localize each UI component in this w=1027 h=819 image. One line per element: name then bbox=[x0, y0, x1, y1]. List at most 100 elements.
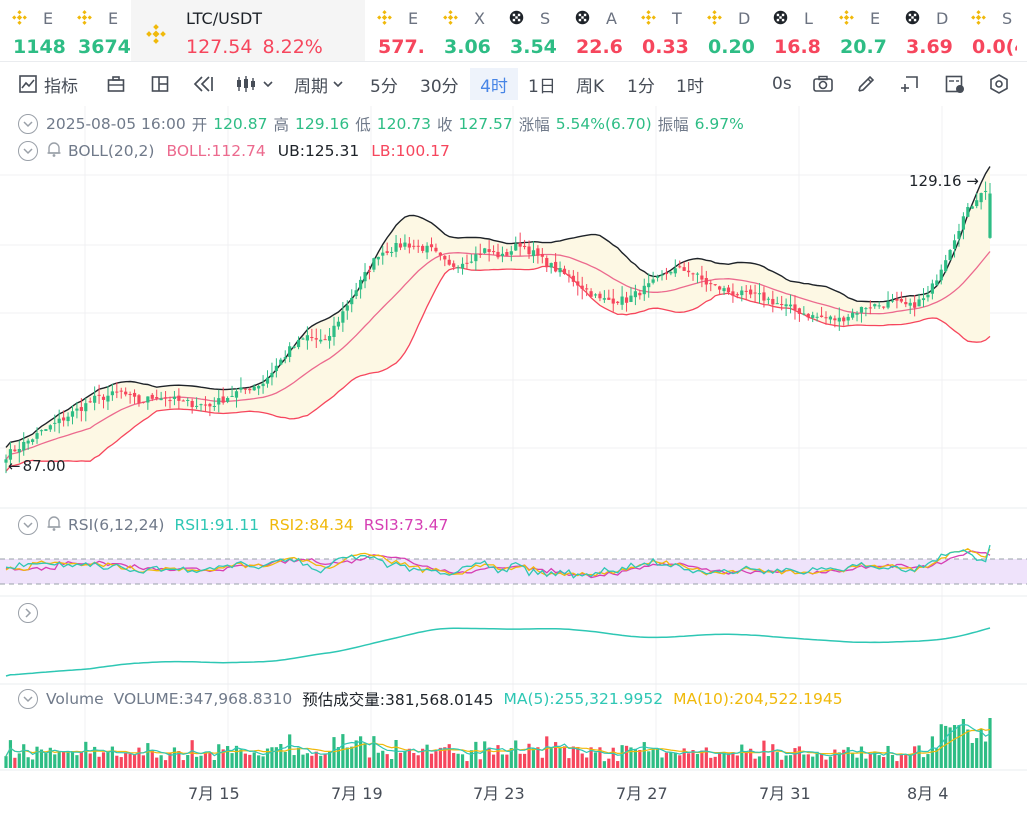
candle-body bbox=[416, 245, 420, 247]
candle-body bbox=[908, 302, 912, 306]
ticker-item[interactable]: E 1148 bbox=[0, 0, 65, 61]
ticker-item[interactable]: X 3.06 bbox=[431, 0, 497, 61]
candle-body bbox=[163, 397, 168, 399]
volume-bar bbox=[709, 757, 713, 768]
candle-body bbox=[819, 315, 824, 318]
ticker-item[interactable]: S 3.54 bbox=[497, 0, 563, 61]
calculator-button[interactable] bbox=[944, 68, 966, 100]
settings-button[interactable] bbox=[988, 68, 1010, 100]
bell-icon[interactable] bbox=[46, 140, 62, 162]
ticker-item[interactable]: T 0.33 bbox=[629, 0, 695, 61]
volume-bar bbox=[305, 753, 310, 768]
volume-bar bbox=[642, 742, 646, 768]
volume-bar bbox=[332, 737, 336, 768]
screenshot-button[interactable] bbox=[812, 68, 834, 100]
ticker-item[interactable]: E 577. bbox=[365, 0, 431, 61]
volume-bar bbox=[554, 742, 558, 768]
volume-bar bbox=[562, 746, 567, 768]
candle-body bbox=[443, 255, 447, 260]
volume-bar bbox=[119, 757, 123, 768]
volume-bar bbox=[731, 752, 735, 768]
candle-body bbox=[793, 304, 797, 310]
rsi1-label: RSI1:91.11 bbox=[174, 516, 260, 534]
volume-bar bbox=[323, 753, 327, 768]
layout-button[interactable] bbox=[150, 68, 170, 100]
volume-bar bbox=[26, 757, 30, 768]
draw-button[interactable] bbox=[856, 68, 876, 100]
volume-bar bbox=[336, 747, 341, 768]
candle-body bbox=[895, 298, 899, 301]
volume-bar bbox=[398, 752, 403, 768]
chart-style-dropdown[interactable] bbox=[234, 68, 274, 100]
interval-1h[interactable]: 1时 bbox=[676, 76, 704, 97]
volume-bar bbox=[212, 759, 216, 768]
ticker-item[interactable]: A 22.6 bbox=[563, 0, 629, 61]
interval-1m[interactable]: 1分 bbox=[627, 76, 655, 97]
ticker-item[interactable]: LTC/USDT 127.54 8.22% bbox=[131, 0, 365, 61]
ticker-item[interactable]: L 16.8 bbox=[761, 0, 827, 61]
collapse-button[interactable] bbox=[18, 141, 38, 161]
candle-body bbox=[744, 290, 748, 292]
expand-button[interactable] bbox=[18, 603, 38, 623]
rsi3-line bbox=[5, 550, 991, 579]
candle-body bbox=[221, 396, 225, 403]
candle-body bbox=[531, 250, 536, 257]
interval-30m[interactable]: 30分 bbox=[420, 76, 459, 97]
interval-5m[interactable]: 5分 bbox=[370, 76, 398, 97]
interval-4h[interactable]: 4时 bbox=[470, 68, 518, 100]
ticker-item[interactable]: D 0.20 bbox=[695, 0, 761, 61]
candle-body bbox=[8, 449, 13, 460]
volume-bar bbox=[571, 746, 575, 768]
candle-body bbox=[691, 273, 695, 275]
volume-bar bbox=[447, 744, 451, 768]
volume-bar bbox=[234, 745, 239, 768]
candle-body bbox=[593, 294, 598, 296]
volume-bar bbox=[265, 748, 270, 768]
ticker-item[interactable]: E 20.7 bbox=[827, 0, 893, 61]
interval-1w[interactable]: 周K bbox=[576, 76, 605, 97]
candle-body bbox=[26, 440, 30, 444]
bnb-icon bbox=[839, 10, 854, 25]
collapse-button[interactable] bbox=[18, 689, 38, 709]
ticker-item[interactable]: D 3.69 bbox=[893, 0, 959, 61]
candle-body bbox=[926, 294, 930, 298]
ticker-item[interactable]: S 0.0(4 bbox=[959, 0, 1017, 61]
interval-1d[interactable]: 1日 bbox=[528, 76, 556, 97]
candle-body bbox=[13, 449, 17, 452]
volume-bar bbox=[944, 725, 948, 768]
candle-body bbox=[239, 387, 243, 390]
soccer-icon bbox=[905, 10, 920, 25]
bnb-icon bbox=[707, 10, 722, 25]
period-label: 周期 bbox=[294, 76, 328, 97]
ticker-price-value: 0.20 bbox=[708, 36, 755, 58]
volume-bar bbox=[239, 749, 243, 768]
volume-bar bbox=[593, 752, 598, 768]
ticker-price-value: 3674 bbox=[78, 36, 131, 58]
candle-body bbox=[762, 292, 766, 301]
candle-body bbox=[842, 317, 846, 322]
candle-type-button[interactable] bbox=[106, 68, 126, 100]
candle-body bbox=[522, 245, 527, 248]
candle-body bbox=[150, 394, 154, 399]
candle-body bbox=[567, 274, 571, 276]
volume-bar bbox=[788, 755, 793, 768]
candle-body bbox=[398, 243, 403, 248]
volume-bar bbox=[957, 725, 961, 768]
period-dropdown[interactable]: 周期 bbox=[294, 68, 344, 100]
ticker-price-value: 577. bbox=[378, 36, 425, 58]
collapse-button[interactable] bbox=[18, 515, 38, 535]
candle-body bbox=[305, 335, 310, 341]
volume-bar bbox=[886, 745, 890, 768]
replay-button[interactable] bbox=[192, 68, 214, 100]
ticker-price: 3.06 bbox=[444, 36, 491, 58]
collapse-button[interactable] bbox=[18, 114, 38, 134]
volume-bar bbox=[155, 757, 159, 768]
ticker-item[interactable]: E 3674 bbox=[65, 0, 131, 61]
candle-body bbox=[647, 283, 651, 288]
add-chart-button[interactable] bbox=[898, 68, 920, 100]
indicator-button[interactable]: 指标 bbox=[18, 68, 78, 100]
candle-body bbox=[425, 245, 429, 253]
candle-body bbox=[97, 394, 101, 396]
bell-icon[interactable] bbox=[46, 514, 62, 536]
